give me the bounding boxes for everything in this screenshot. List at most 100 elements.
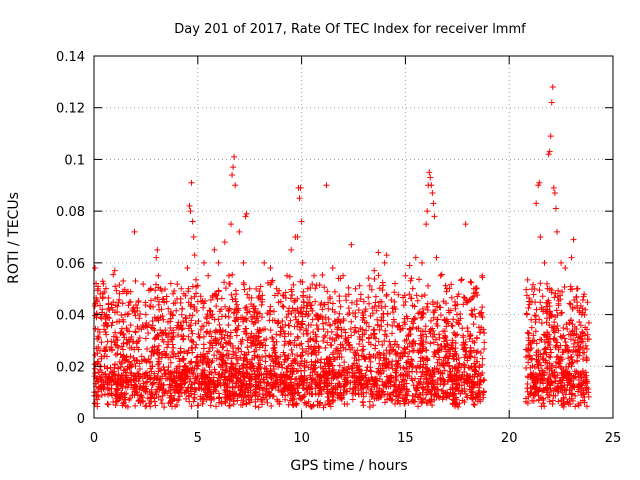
data-point (565, 331, 572, 338)
data-point (202, 385, 209, 392)
data-point (324, 328, 331, 335)
data-point (240, 281, 247, 288)
data-point (251, 309, 258, 316)
data-point (534, 361, 541, 368)
data-point (368, 368, 375, 375)
data-point (363, 377, 370, 384)
data-point (390, 316, 397, 323)
data-point (195, 318, 202, 325)
data-point (446, 362, 453, 369)
data-point (287, 368, 294, 375)
data-point (161, 299, 168, 306)
data-point (356, 341, 363, 348)
data-point (132, 402, 139, 409)
data-point (292, 388, 299, 395)
data-point (193, 290, 200, 297)
data-point (277, 372, 284, 379)
data-point (575, 401, 582, 408)
data-point (326, 321, 333, 328)
data-point (342, 381, 349, 388)
data-point (375, 338, 382, 345)
data-point (265, 388, 272, 395)
data-point (330, 356, 337, 363)
data-point (108, 347, 115, 354)
data-point (210, 374, 217, 381)
data-point (257, 296, 264, 303)
data-point (470, 285, 477, 292)
data-point (466, 380, 473, 387)
data-point (551, 329, 558, 336)
data-point (289, 305, 296, 312)
data-point (229, 296, 236, 303)
data-point (526, 298, 533, 305)
data-point (266, 352, 273, 359)
data-point (178, 285, 185, 292)
data-point (448, 281, 455, 288)
data-point (183, 315, 190, 322)
data-point (221, 334, 228, 341)
data-point (291, 355, 298, 362)
data-point (557, 333, 564, 340)
data-point (226, 280, 233, 287)
data-point (301, 362, 308, 369)
data-point (536, 287, 543, 294)
data-point (288, 347, 295, 354)
data-point (205, 272, 212, 279)
data-point (149, 381, 156, 388)
data-point (120, 378, 127, 385)
data-point (372, 293, 379, 300)
data-point (368, 393, 375, 400)
data-point (400, 372, 407, 379)
data-point (196, 334, 203, 341)
data-point (405, 369, 412, 376)
data-point (430, 200, 437, 207)
data-point (282, 396, 289, 403)
data-point (254, 353, 261, 360)
data-point (190, 339, 197, 346)
data-point (407, 360, 414, 367)
data-point (170, 300, 177, 307)
data-point (218, 400, 225, 407)
data-point (340, 272, 347, 279)
data-point (336, 362, 343, 369)
data-point (437, 304, 444, 311)
data-point (441, 378, 448, 385)
data-point (228, 221, 235, 228)
data-point (470, 321, 477, 328)
data-point (360, 343, 367, 350)
data-point (356, 333, 363, 340)
data-point (532, 391, 539, 398)
data-point (243, 370, 250, 377)
data-point (299, 313, 306, 320)
data-point (261, 337, 268, 344)
data-point (309, 307, 316, 314)
data-point (149, 344, 156, 351)
data-point (190, 398, 197, 405)
data-point (329, 399, 336, 406)
data-point (533, 200, 540, 207)
data-point (173, 307, 180, 314)
x-tick-label: 20 (501, 431, 518, 446)
data-point (173, 365, 180, 372)
y-tick-label: 0.08 (56, 205, 85, 220)
data-point (322, 344, 329, 351)
data-point (152, 388, 159, 395)
data-point (459, 397, 466, 404)
data-point (136, 365, 143, 372)
data-point (568, 254, 575, 261)
data-point (164, 390, 171, 397)
data-point (298, 378, 305, 385)
data-point (543, 336, 550, 343)
data-point (165, 354, 172, 361)
data-point (174, 296, 181, 303)
data-point (272, 380, 279, 387)
data-point (189, 338, 196, 345)
data-point (200, 359, 207, 366)
data-point (381, 399, 388, 406)
data-point (280, 349, 287, 356)
data-point (399, 371, 406, 378)
data-point (479, 355, 486, 362)
data-point (567, 336, 574, 343)
data-point (405, 331, 412, 338)
data-point (230, 310, 237, 317)
